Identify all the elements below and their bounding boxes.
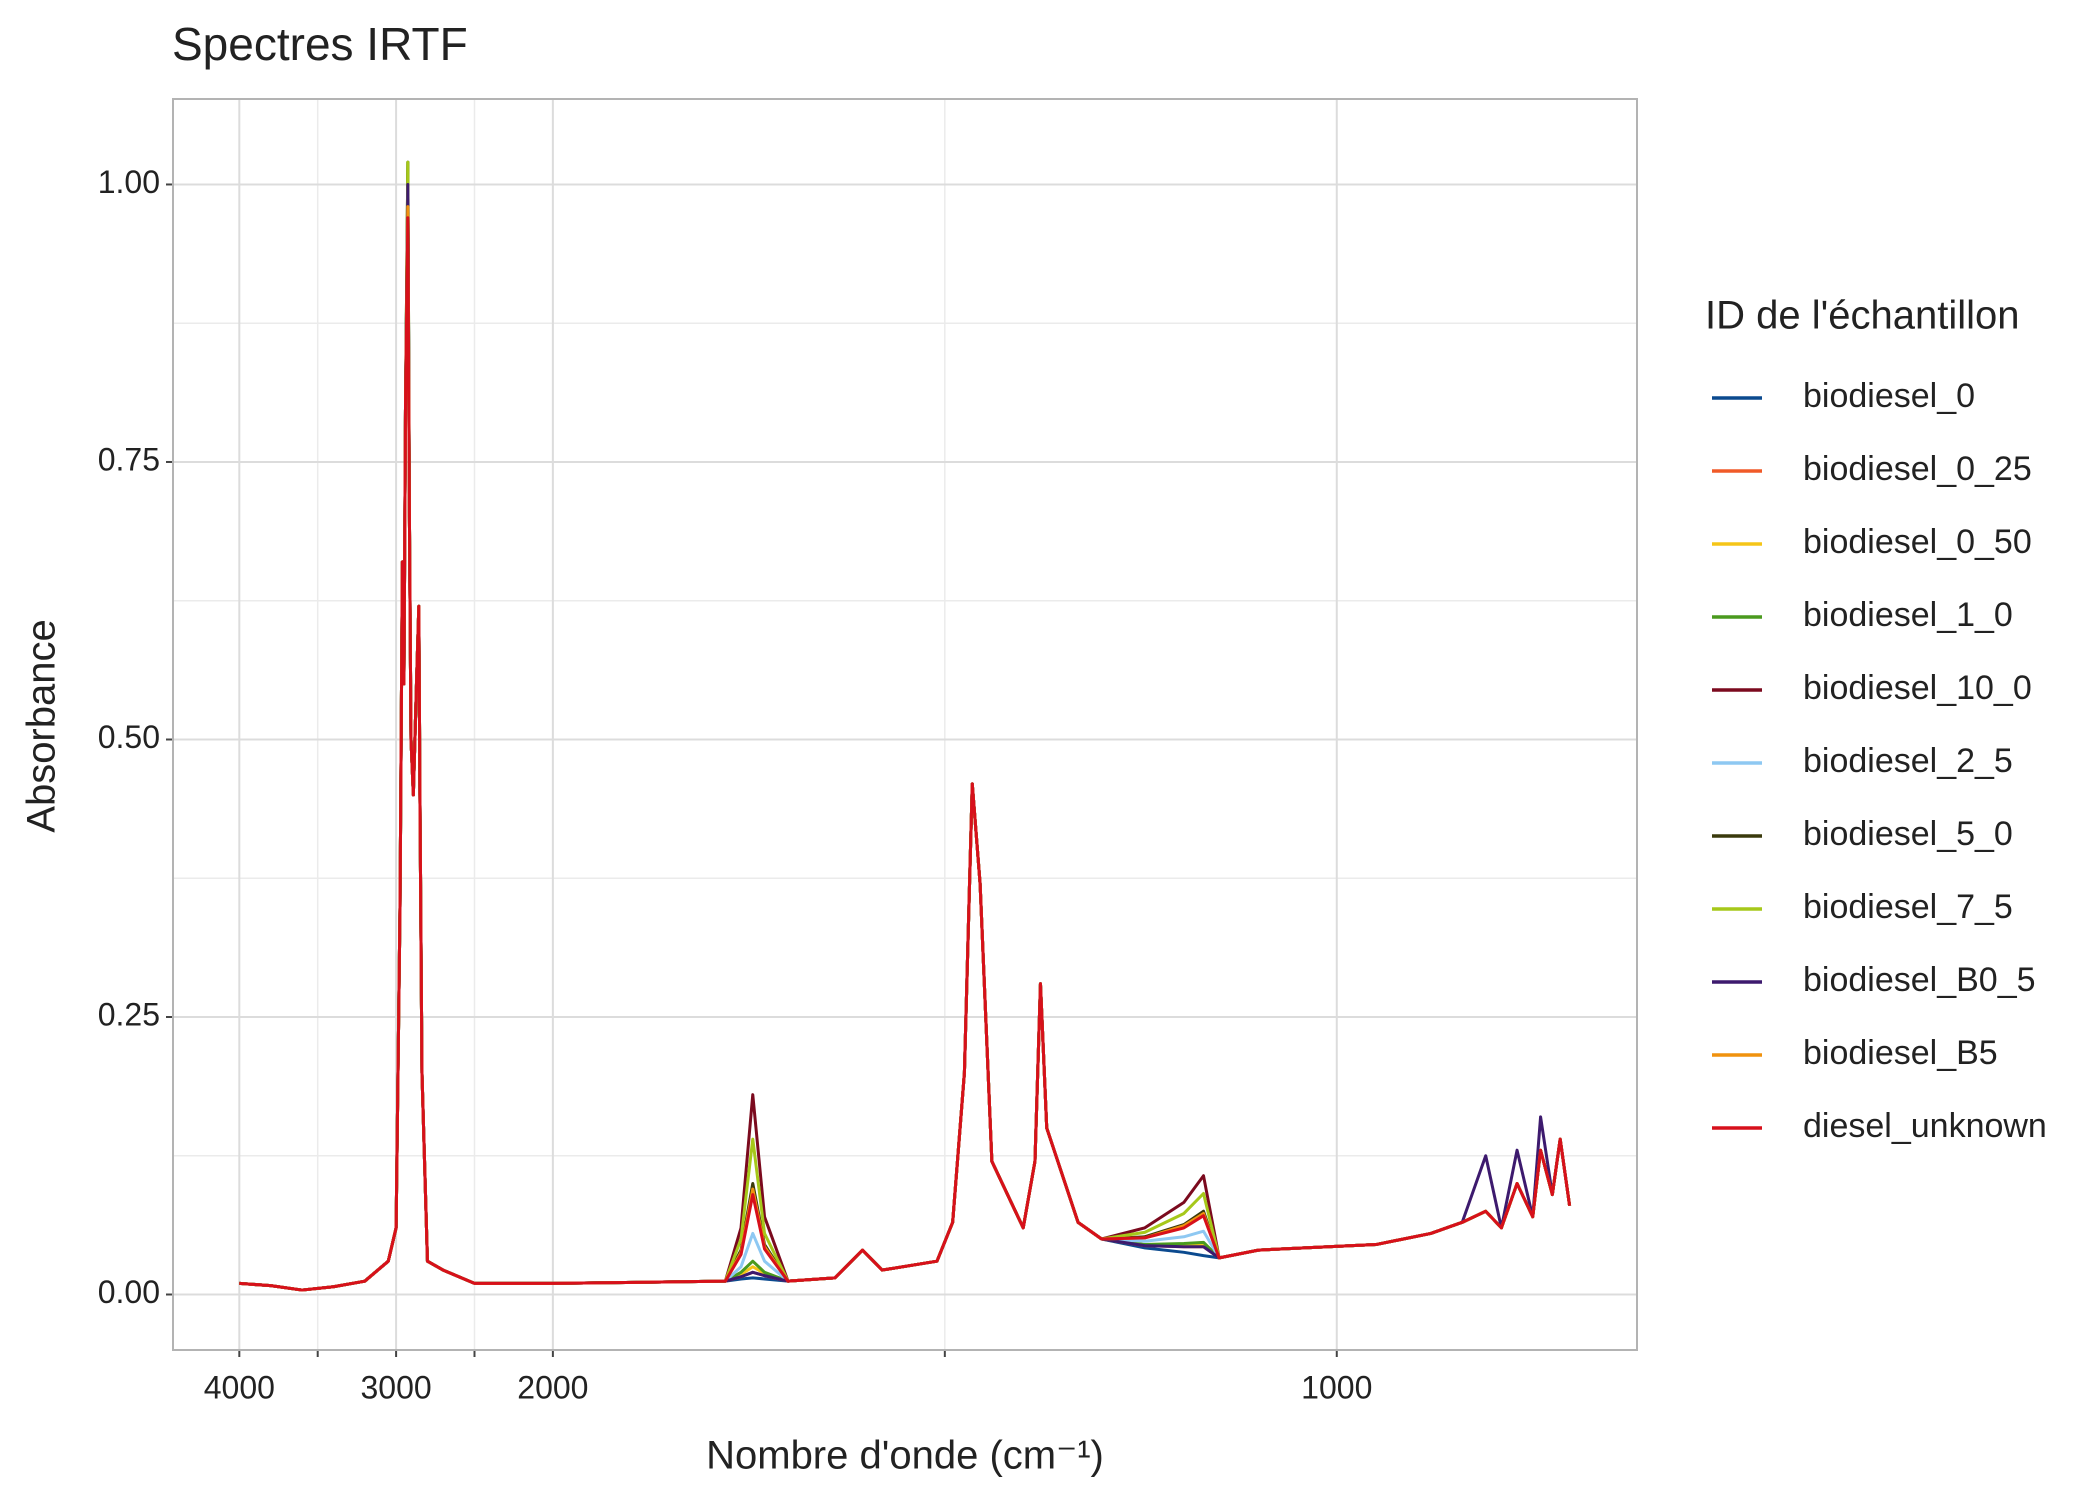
legend-label: biodiesel_10_0 (1803, 669, 2032, 707)
spectrum-line (239, 216, 1572, 1292)
y-tick-label: 0.75 (98, 441, 160, 477)
legend-label: biodiesel_0_50 (1803, 523, 2032, 561)
y-tick-label: 0.50 (98, 719, 160, 755)
y-tick-label: 1.00 (98, 164, 160, 200)
legend-label: diesel_unknown (1803, 1107, 2047, 1145)
x-tick-label: 2000 (517, 1369, 588, 1405)
y-axis-title: Absorbance (20, 619, 64, 832)
x-tick-label: 3000 (361, 1369, 432, 1405)
legend-label: biodiesel_0 (1803, 377, 1975, 415)
panel-border (172, 98, 1638, 1351)
legend-label: biodiesel_B5 (1803, 1034, 1998, 1072)
chart-title: Spectres IRTF (172, 18, 468, 70)
y-tick-label: 0.00 (98, 1274, 160, 1310)
x-tick-label: 4000 (204, 1369, 275, 1405)
legend-label: biodiesel_5_0 (1803, 815, 2013, 853)
legend-title: ID de l'échantillon (1705, 294, 2020, 338)
y-tick-label: 0.25 (98, 996, 160, 1032)
legend-label: biodiesel_B0_5 (1803, 961, 2036, 999)
legend-label: biodiesel_2_5 (1803, 742, 2013, 780)
legend-label: biodiesel_7_5 (1803, 888, 2013, 926)
x-tick-label: 1000 (1301, 1369, 1372, 1405)
legend-label: biodiesel_0_25 (1803, 450, 2032, 488)
legend-label: biodiesel_1_0 (1803, 596, 2013, 634)
x-axis-title: Nombre d'onde (cm⁻¹) (706, 1434, 1104, 1478)
